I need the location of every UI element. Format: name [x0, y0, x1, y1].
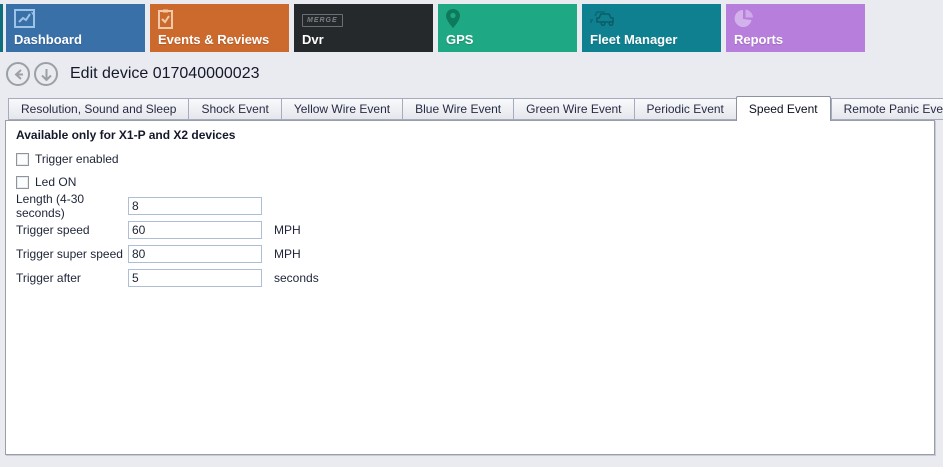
nav-tile-events-reviews[interactable]: Events & Reviews [150, 4, 289, 52]
download-button[interactable] [34, 62, 58, 86]
tab-resolution-sound-sleep[interactable]: Resolution, Sound and Sleep [8, 98, 189, 120]
nav-tile-label: Fleet Manager [590, 32, 678, 47]
page-title: Edit device 017040000023 [70, 65, 260, 82]
top-nav: Dashboard Events & Reviews MERGE Dvr GPS… [6, 4, 865, 52]
edit-device-header: Edit device 017040000023 [6, 60, 260, 88]
trigger-after-field-row: Trigger after seconds [16, 269, 924, 287]
trigger-super-speed-label: Trigger super speed [16, 247, 123, 261]
clipboard-check-icon [158, 9, 184, 29]
tab-yellow-wire-event[interactable]: Yellow Wire Event [280, 98, 403, 120]
nav-tile-label: Dashboard [14, 32, 82, 47]
nav-tile-label: Reports [734, 32, 784, 47]
merge-badge-icon: MERGE [302, 9, 343, 29]
trigger-super-speed-unit: MPH [274, 247, 301, 261]
trigger-speed-unit: MPH [274, 223, 301, 237]
led-on-checkbox[interactable] [16, 175, 29, 189]
back-button[interactable] [6, 62, 30, 86]
tab-blue-wire-event[interactable]: Blue Wire Event [402, 98, 514, 120]
availability-note: Available only for X1-P and X2 devices [16, 128, 236, 142]
cars-icon [590, 9, 616, 29]
trigger-enabled-row[interactable]: Trigger enabled [16, 151, 924, 167]
nav-tile-reports[interactable]: Reports [726, 4, 865, 52]
led-on-row[interactable]: Led ON [16, 174, 924, 190]
length-field-row: Length (4-30 seconds) [16, 192, 924, 220]
nav-tile-fleet-manager[interactable]: Fleet Manager [582, 4, 721, 52]
tab-strip: Resolution, Sound and Sleep Shock Event … [8, 96, 943, 121]
map-pin-icon [446, 9, 472, 29]
nav-tile-label: Dvr [302, 32, 324, 47]
tab-shock-event[interactable]: Shock Event [188, 98, 281, 120]
partial-tile-edge [0, 4, 3, 52]
down-arrow-icon [40, 68, 53, 81]
tab-periodic-event[interactable]: Periodic Event [633, 98, 736, 120]
trigger-after-input[interactable] [128, 269, 262, 287]
led-on-label: Led ON [35, 175, 77, 189]
nav-tile-dashboard[interactable]: Dashboard [6, 4, 145, 52]
trigger-after-label: Trigger after [16, 271, 81, 285]
trigger-speed-field-row: Trigger speed MPH [16, 221, 924, 239]
nav-tile-label: GPS [446, 32, 474, 47]
chart-line-icon [14, 9, 40, 29]
nav-tile-gps[interactable]: GPS [438, 4, 577, 52]
tab-remote-panic-event[interactable]: Remote Panic Event [830, 98, 943, 120]
tab-speed-event[interactable]: Speed Event [735, 96, 831, 121]
trigger-speed-input[interactable] [128, 221, 262, 239]
trigger-speed-label: Trigger speed [16, 223, 90, 237]
trigger-enabled-checkbox[interactable] [16, 152, 29, 166]
nav-tile-label: Events & Reviews [158, 32, 270, 47]
length-label: Length (4-30 seconds) [16, 192, 85, 220]
pie-chart-icon [734, 9, 760, 29]
trigger-enabled-label: Trigger enabled [35, 152, 119, 166]
nav-tile-dvr[interactable]: MERGE Dvr [294, 4, 433, 52]
length-input[interactable] [128, 197, 262, 215]
trigger-super-speed-field-row: Trigger super speed MPH [16, 245, 924, 263]
trigger-after-unit: seconds [274, 271, 319, 285]
trigger-super-speed-input[interactable] [128, 245, 262, 263]
speed-event-panel: Available only for X1-P and X2 devices T… [5, 120, 935, 455]
back-arrow-icon [12, 68, 25, 81]
tab-green-wire-event[interactable]: Green Wire Event [513, 98, 634, 120]
